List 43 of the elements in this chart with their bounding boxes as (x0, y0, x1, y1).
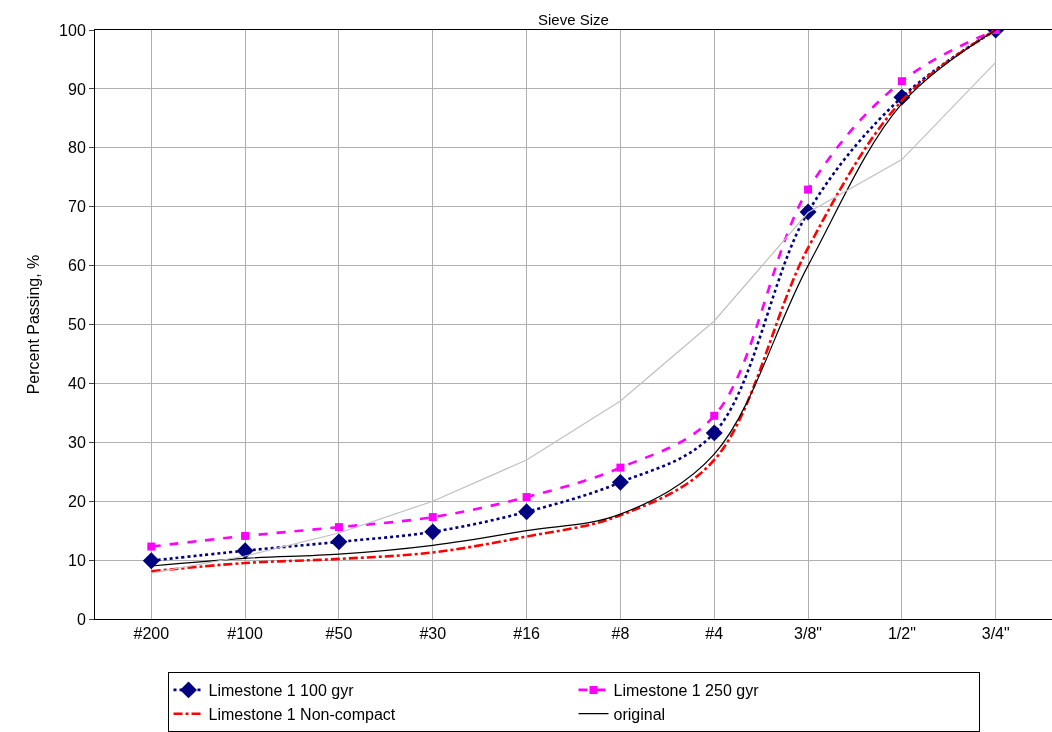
point (334, 523, 343, 532)
point (705, 424, 723, 442)
x-tick-label: #50 (325, 625, 353, 643)
point (147, 542, 156, 551)
x-tick-label: #100 (227, 625, 264, 643)
x-tick-label: #4 (705, 625, 724, 643)
y-tick-label: 20 (68, 492, 86, 510)
x-tick-label: 3/4" (981, 625, 1010, 643)
x-tick-label: #16 (513, 625, 541, 643)
point (616, 463, 625, 472)
point (424, 523, 442, 541)
y-tick-label: 60 (68, 257, 86, 275)
x-tick-label: #8 (611, 625, 630, 643)
x-axis-title: Sieve Size (538, 11, 609, 28)
point (142, 552, 160, 570)
y-tick-label: 40 (68, 375, 86, 392)
point (518, 503, 536, 521)
x-tick-label: #30 (419, 625, 447, 643)
y-tick-label: 70 (68, 198, 86, 216)
point (611, 473, 629, 491)
legend-label: Limestone 1 250 gyr (613, 682, 760, 700)
point (236, 542, 254, 560)
x-tick-label: 1/2" (887, 625, 916, 643)
point (897, 77, 906, 86)
x-tick-label: #200 (133, 625, 170, 643)
y-axis-title: Percent Passing, % (25, 254, 42, 395)
y-tick-label: 90 (68, 80, 86, 98)
point (241, 531, 250, 540)
point (522, 493, 531, 502)
y-tick-label: 30 (68, 433, 86, 451)
point (804, 185, 813, 194)
point (330, 533, 348, 551)
legend-label: Limestone 1 Non-compact (208, 705, 396, 723)
x-tick-label: 3/8" (794, 625, 823, 643)
y-tick-label: 50 (68, 316, 86, 334)
y-tick-label: 100 (59, 21, 86, 39)
legend-label: original (613, 705, 666, 723)
y-tick-label: 80 (68, 139, 86, 157)
point (710, 411, 719, 420)
point (428, 513, 437, 522)
y-tick-label: 10 (68, 551, 86, 569)
y-tick-label: 0 (76, 610, 86, 628)
legend-label: Limestone 1 100 gyr (208, 682, 355, 700)
